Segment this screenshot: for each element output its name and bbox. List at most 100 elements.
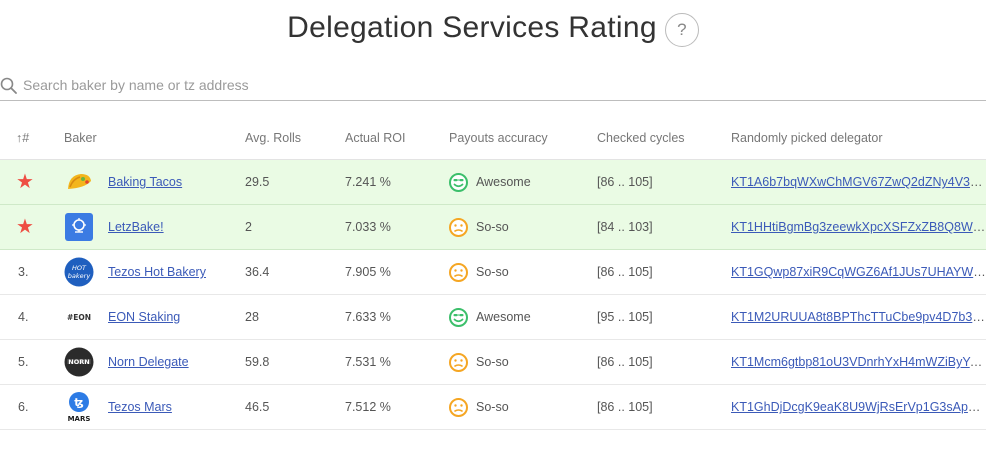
- payouts-accuracy-header[interactable]: Payouts accuracy: [449, 131, 548, 145]
- cycles-cell: [86 .. 105]: [597, 400, 653, 414]
- cycles-cell: [84 .. 103]: [597, 220, 653, 234]
- cycles-cell: [86 .. 105]: [597, 175, 653, 189]
- baker-header[interactable]: Baker: [64, 131, 97, 145]
- avg-rolls-cell: 28: [245, 310, 259, 324]
- avg-rolls-cell: 59.8: [245, 355, 270, 369]
- baker-logo-cell: [64, 167, 108, 197]
- roi-cell: 7.531 %: [345, 355, 391, 369]
- delegator-link[interactable]: KT1Mcm6gtbp81oU3VDnrhYxH4mWZiByYp...: [731, 355, 986, 369]
- delegator-link[interactable]: KT1A6b7bqWXwChMGV67ZwQ2dZNy4V3wr...: [731, 175, 986, 189]
- baker-logo-cell: [64, 212, 108, 242]
- rank-cell: 5.: [18, 355, 29, 369]
- search-bar: [0, 70, 986, 101]
- avg-rolls-cell: 29.5: [245, 175, 270, 189]
- payout-label: Awesome: [476, 310, 531, 324]
- baker-link[interactable]: Tezos Mars: [108, 400, 172, 414]
- baker-logo-cell: HOT bakery: [64, 257, 108, 287]
- eon-logo-text: #EON: [67, 313, 91, 322]
- baker-logo-cell: ꜩ MARS: [64, 392, 108, 423]
- cycles-cell: [86 .. 105]: [597, 265, 653, 279]
- table-row: 5. NORN Norn Delegate 59.8 7.531 % So-so [86 .…: [0, 340, 986, 385]
- table-row: 4. #EON EON Staking 28 7.633 % Awesome [95 .. …: [0, 295, 986, 340]
- payout-label: So-so: [476, 355, 509, 369]
- hot-bakery-logo: HOT bakery: [64, 257, 94, 287]
- delegator-link[interactable]: KT1GQwp87xiR9CqWGZ6Af1JUs7UHAYWge...: [731, 265, 986, 279]
- baker-link[interactable]: Norn Delegate: [108, 355, 189, 369]
- cool-smiley-icon: [449, 307, 468, 327]
- payout-label: Awesome: [476, 175, 531, 189]
- star-icon: ★: [16, 171, 34, 193]
- payouts-cell: So-so: [449, 217, 597, 237]
- meh-smiley-icon: [449, 352, 468, 372]
- meh-smiley-icon: [449, 262, 468, 282]
- table-header: ↑# Baker Avg. Rolls Actual ROI Payouts a…: [0, 117, 986, 160]
- rank-cell: ★: [0, 217, 64, 237]
- baker-link[interactable]: Tezos Hot Bakery: [108, 265, 206, 279]
- baker-name-cell: Norn Delegate: [108, 355, 245, 369]
- baker-name-cell: LetzBake!: [108, 220, 245, 234]
- rank-cell: ★: [0, 172, 64, 192]
- letzbake-logo: [64, 212, 94, 242]
- payout-label: So-so: [476, 265, 509, 279]
- payout-label: So-so: [476, 220, 509, 234]
- payout-label: So-so: [476, 400, 509, 414]
- baker-name-cell: Baking Tacos: [108, 175, 245, 189]
- page-title: Delegation Services Rating: [287, 11, 657, 44]
- payouts-cell: So-so: [449, 262, 597, 282]
- baker-logo-cell: NORN: [64, 347, 108, 377]
- table-row: 6. ꜩ MARS Tezos Mars 46.5 7.512 % So-so [86 .. …: [0, 385, 986, 430]
- mars-logo-text: MARS: [68, 415, 91, 423]
- bakers-table: ↑# Baker Avg. Rolls Actual ROI Payouts a…: [0, 117, 986, 430]
- avg-rolls-header[interactable]: Avg. Rolls: [245, 131, 302, 145]
- svg-text:ꜩ: ꜩ: [74, 396, 83, 409]
- delegator-cell: KT1A6b7bqWXwChMGV67ZwQ2dZNy4V3wr...: [731, 175, 986, 189]
- delegator-cell: KT1HHtiBgmBg3zeewkXpcXSFZxZB8Q8Ws...: [731, 220, 986, 234]
- roi-cell: 7.033 %: [345, 220, 391, 234]
- meh-smiley-icon: [449, 397, 468, 417]
- table-row: 3. HOT bakery Tezos Hot Bakery 36.4 7.905 % So…: [0, 250, 986, 295]
- table-row: ★ LetzBake! 2 7.033 % So-so [84 .. 103] KT1HHt…: [0, 205, 986, 250]
- delegator-cell: KT1Mcm6gtbp81oU3VDnrhYxH4mWZiByYp...: [731, 355, 986, 369]
- rank-cell: 4.: [18, 310, 29, 324]
- rank-cell: 3.: [18, 265, 29, 279]
- delegator-cell: KT1GQwp87xiR9CqWGZ6Af1JUs7UHAYWge...: [731, 265, 986, 279]
- search-input[interactable]: [23, 77, 923, 93]
- baker-name-cell: Tezos Hot Bakery: [108, 265, 245, 279]
- roi-cell: 7.633 %: [345, 310, 391, 324]
- delegator-link[interactable]: KT1GhDjDcgK9eaK8U9WjRsErVp1G3sApm8...: [731, 400, 986, 414]
- table-body: ★ Baking Tacos 29.5 7.241 % Awesome [86 .. 10…: [0, 160, 986, 430]
- norn-logo-text: NORN: [68, 358, 89, 366]
- baker-link[interactable]: Baking Tacos: [108, 175, 183, 189]
- cool-smiley-icon: [449, 172, 468, 192]
- eon-logo: #EON: [64, 302, 94, 332]
- meh-smiley-icon: [449, 217, 468, 237]
- delegator-header[interactable]: Randomly picked delegator: [731, 131, 883, 145]
- help-button[interactable]: ?: [664, 13, 699, 47]
- avg-rolls-cell: 2: [245, 220, 252, 234]
- checked-cycles-header[interactable]: Checked cycles: [597, 131, 685, 145]
- taco-logo: [64, 167, 94, 197]
- avg-rolls-cell: 36.4: [245, 265, 270, 279]
- actual-roi-header[interactable]: Actual ROI: [345, 131, 406, 145]
- baker-logo-cell: #EON: [64, 302, 108, 332]
- star-icon: ★: [16, 216, 34, 238]
- roi-cell: 7.905 %: [345, 265, 391, 279]
- rank-header[interactable]: ↑#: [16, 131, 30, 145]
- payouts-cell: So-so: [449, 352, 597, 372]
- baker-link[interactable]: EON Staking: [108, 310, 181, 324]
- roi-cell: 7.512 %: [345, 400, 391, 414]
- cycles-cell: [86 .. 105]: [597, 355, 653, 369]
- tezos-mars-logo: ꜩ MARS: [64, 392, 94, 423]
- cycles-cell: [95 .. 105]: [597, 310, 653, 324]
- help-icon: ?: [677, 20, 687, 39]
- avg-rolls-cell: 46.5: [245, 400, 270, 414]
- delegator-link[interactable]: KT1HHtiBgmBg3zeewkXpcXSFZxZB8Q8Ws...: [731, 220, 986, 234]
- delegator-link[interactable]: KT1M2URUUA8t8BPThcTTuCbe9pv4D7b3rR...: [731, 310, 986, 324]
- hot-logo-text-2: bakery: [68, 272, 91, 280]
- delegator-cell: KT1GhDjDcgK9eaK8U9WjRsErVp1G3sApm8...: [731, 400, 986, 414]
- roi-cell: 7.241 %: [345, 175, 391, 189]
- baker-link[interactable]: LetzBake!: [108, 220, 164, 234]
- baker-name-cell: EON Staking: [108, 310, 245, 324]
- rank-cell: 6.: [18, 400, 29, 414]
- norn-logo: NORN: [64, 347, 94, 377]
